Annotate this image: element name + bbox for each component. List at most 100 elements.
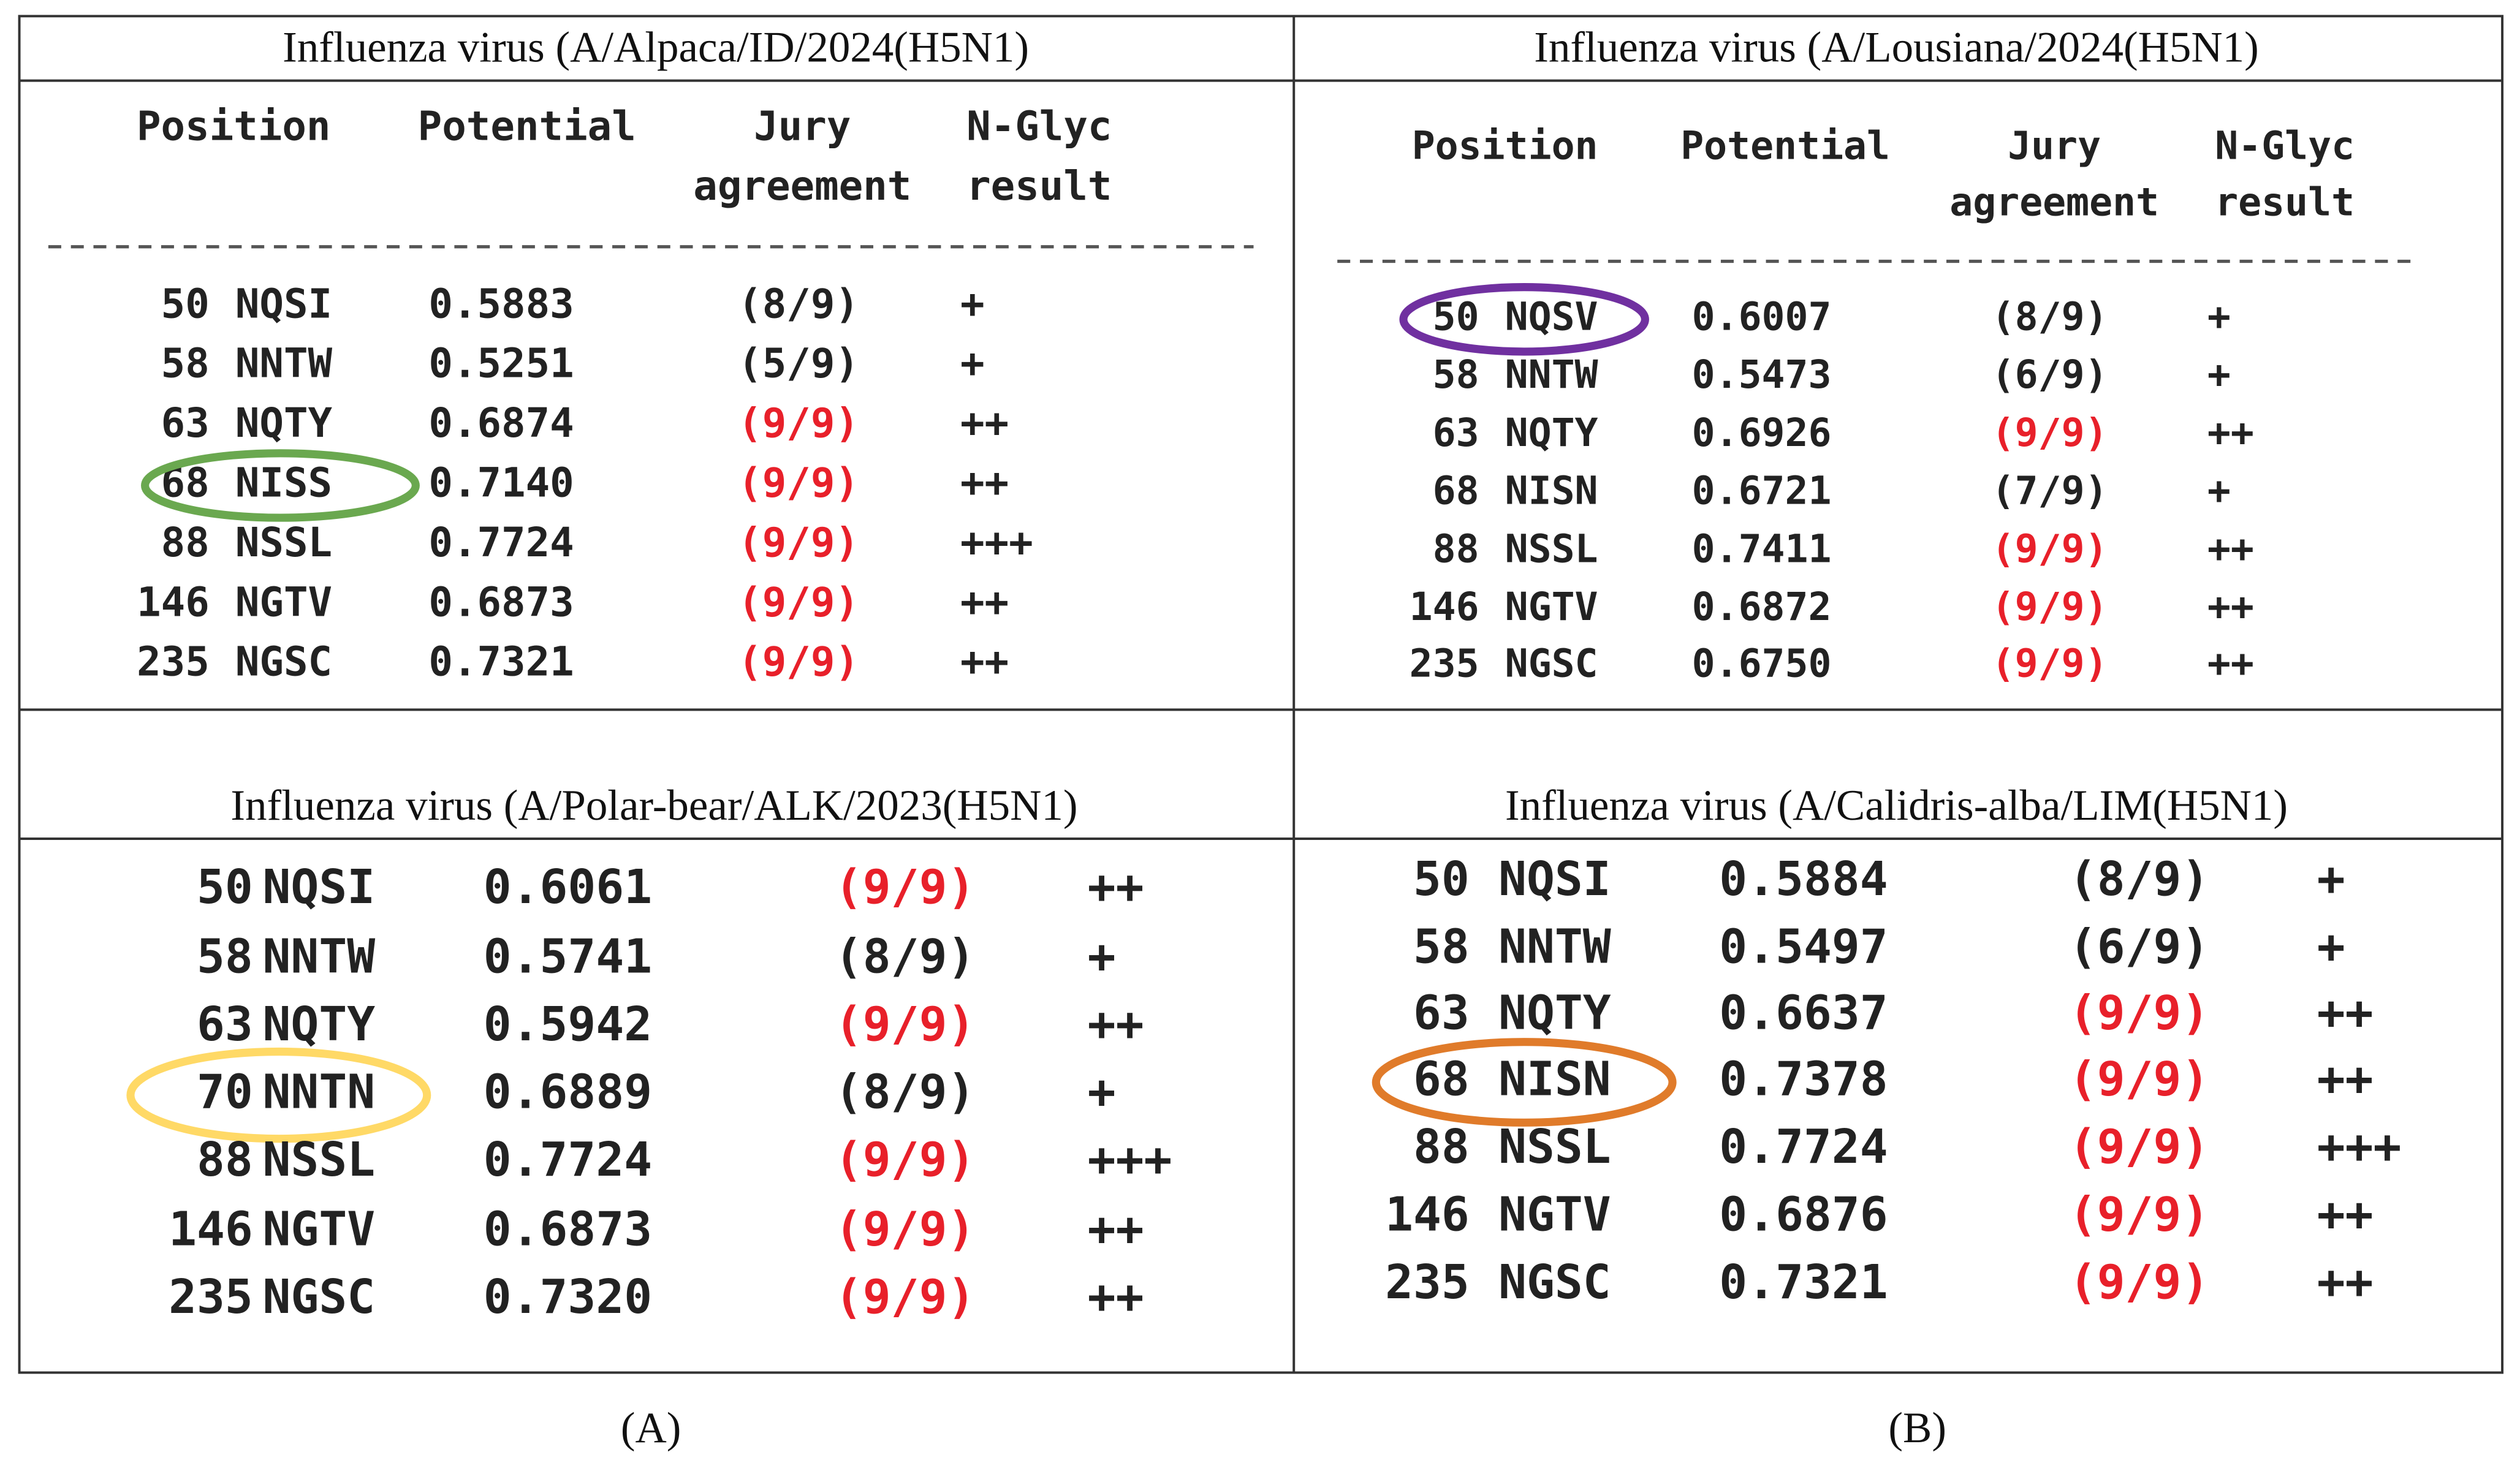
- column-header: Potential: [1680, 123, 1890, 168]
- jury: (8/9): [835, 1065, 975, 1119]
- result: +: [2317, 852, 2345, 906]
- jury: (9/9): [738, 638, 859, 686]
- jury: (8/9): [738, 280, 859, 327]
- jury: (9/9): [1992, 584, 2108, 629]
- position: 88: [1413, 1119, 1470, 1174]
- result: ++: [2317, 1051, 2374, 1106]
- jury: (9/9): [738, 519, 859, 566]
- potential: 0.6873: [484, 1201, 652, 1256]
- result: +: [2207, 352, 2231, 397]
- jury: (9/9): [835, 997, 975, 1051]
- result: ++: [960, 638, 1009, 686]
- jury: (9/9): [835, 1201, 975, 1256]
- jury: (9/9): [835, 860, 975, 914]
- jury: (7/9): [1992, 468, 2108, 513]
- result: ++: [960, 399, 1009, 447]
- site: NQSI: [235, 280, 332, 327]
- caption: (A): [621, 1404, 681, 1452]
- potential: 0.7378: [1719, 1051, 1888, 1106]
- potential: 0.6750: [1692, 640, 1832, 686]
- highlight-circle: [1399, 283, 1649, 356]
- result: ++: [2317, 986, 2374, 1040]
- position: 58: [161, 340, 210, 387]
- jury: (9/9): [738, 578, 859, 626]
- site: NISN: [1498, 1051, 1611, 1106]
- panel-title: Influenza virus (A/Calidris-alba/LIM(H5N…: [1505, 782, 2288, 830]
- jury: (9/9): [835, 1269, 975, 1324]
- position: 58: [197, 929, 253, 983]
- position: 50: [161, 280, 210, 327]
- result: ++: [2207, 410, 2254, 455]
- position: 68: [1433, 468, 1479, 513]
- site: NQTY: [263, 997, 376, 1051]
- position: 235: [1410, 640, 1479, 686]
- site: NGSC: [1505, 640, 1598, 686]
- column-header: Jury: [2008, 123, 2101, 168]
- jury: (9/9): [738, 459, 859, 506]
- jury: (9/9): [1992, 526, 2108, 571]
- jury: (5/9): [738, 340, 859, 387]
- potential: 0.5251: [428, 340, 574, 387]
- column-header: Position: [1412, 123, 1598, 168]
- jury: (9/9): [2069, 1255, 2209, 1309]
- potential: 0.5883: [428, 280, 574, 327]
- potential: 0.5497: [1719, 920, 1888, 974]
- potential: 0.7320: [484, 1269, 652, 1324]
- position: 235: [137, 638, 210, 686]
- caption: (B): [1888, 1404, 1946, 1452]
- site: NNTW: [1505, 352, 1598, 397]
- potential: 0.7321: [1719, 1255, 1888, 1309]
- potential: 0.6874: [428, 399, 574, 447]
- result: +: [960, 340, 985, 387]
- jury: (9/9): [738, 399, 859, 447]
- result: ++: [2317, 1255, 2374, 1309]
- site: NGTV: [263, 1201, 376, 1256]
- site: NQSI: [1498, 852, 1611, 906]
- highlight-circle: [126, 1047, 431, 1143]
- position: 146: [1410, 584, 1479, 629]
- potential: 0.5741: [484, 929, 652, 983]
- potential: 0.7724: [484, 1132, 652, 1187]
- jury: (8/9): [2069, 852, 2209, 906]
- potential: 0.7724: [1719, 1119, 1888, 1174]
- potential: 0.7140: [428, 459, 574, 506]
- result: ++: [1088, 860, 1144, 914]
- site: NNTW: [1498, 920, 1611, 974]
- position: 68: [1413, 1051, 1470, 1106]
- potential: 0.6926: [1692, 410, 1832, 455]
- potential: 0.6061: [484, 860, 652, 914]
- result: +: [2317, 920, 2345, 974]
- potential: 0.7321: [428, 638, 574, 686]
- jury: (8/9): [835, 929, 975, 983]
- result: +++: [1088, 1132, 1172, 1187]
- column-header: Potential: [418, 103, 636, 150]
- site: NSSL: [1505, 526, 1598, 571]
- jury: (9/9): [1992, 410, 2108, 455]
- result: +: [1088, 1065, 1116, 1119]
- panel-title: Influenza virus (A/Alpaca/ID/2024(H5N1): [283, 24, 1029, 72]
- site: NQTY: [1498, 986, 1611, 1040]
- result: ++: [960, 459, 1009, 506]
- position: 50: [197, 860, 253, 914]
- potential: 0.5884: [1719, 852, 1888, 906]
- result: ++: [2317, 1187, 2374, 1242]
- jury: (8/9): [1992, 293, 2108, 339]
- potential: 0.6637: [1719, 986, 1888, 1040]
- potential: 0.6889: [484, 1065, 652, 1119]
- potential: 0.7724: [428, 519, 574, 566]
- position: 63: [161, 399, 210, 447]
- potential: 0.6721: [1692, 468, 1832, 513]
- site: NNTW: [235, 340, 333, 387]
- result: +++: [2317, 1119, 2402, 1174]
- highlight-circle: [141, 449, 420, 522]
- jury: (9/9): [2069, 1187, 2209, 1242]
- position: 88: [1433, 526, 1479, 571]
- column-header: agreement: [693, 162, 911, 210]
- site: NQSV: [1505, 293, 1598, 339]
- position: 63: [1413, 986, 1470, 1040]
- column-header: N-Glyc: [966, 103, 1112, 150]
- site: NGTV: [235, 578, 332, 626]
- panel-title: Influenza virus (A/Lousiana/2024(H5N1): [1534, 24, 2258, 72]
